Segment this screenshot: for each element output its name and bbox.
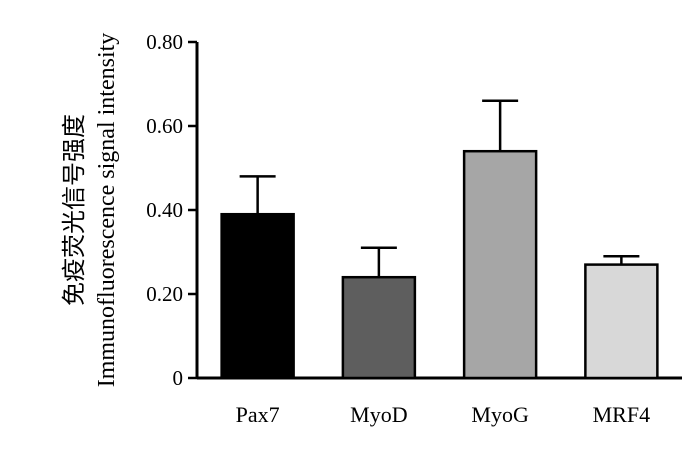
y-axis-title-english: Immunofluorescence signal intensity <box>94 33 120 388</box>
y-tick-label: 0.20 <box>146 282 183 306</box>
error-bars <box>239 99 640 278</box>
y-ticks: 0 0.20 0.40 0.60 0.80 <box>146 30 197 390</box>
x-tick-label-myod: MyoD <box>350 402 407 427</box>
y-axis-title: 免疫荧光信号强度 Immunofluorescence signal inten… <box>61 33 120 388</box>
y-axis-title-chinese: 免疫荧光信号强度 <box>61 114 88 306</box>
bar-pax7 <box>220 212 295 380</box>
x-tick-label-myog: MyoG <box>471 402 529 427</box>
x-tick-label-mrf4: MRF4 <box>593 402 650 427</box>
x-tick-labels: Pax7 MyoD MyoG MRF4 <box>236 402 650 427</box>
y-tick-label: 0.80 <box>146 30 183 54</box>
bar-mrf4 <box>584 263 659 380</box>
y-tick-label: 0.40 <box>146 198 183 222</box>
bars <box>220 149 659 380</box>
bar-myod <box>341 275 417 380</box>
y-tick-label: 0 <box>173 366 184 390</box>
bar-myog <box>462 149 538 380</box>
x-tick-label-pax7: Pax7 <box>236 402 280 427</box>
y-tick-label: 0.60 <box>146 114 183 138</box>
